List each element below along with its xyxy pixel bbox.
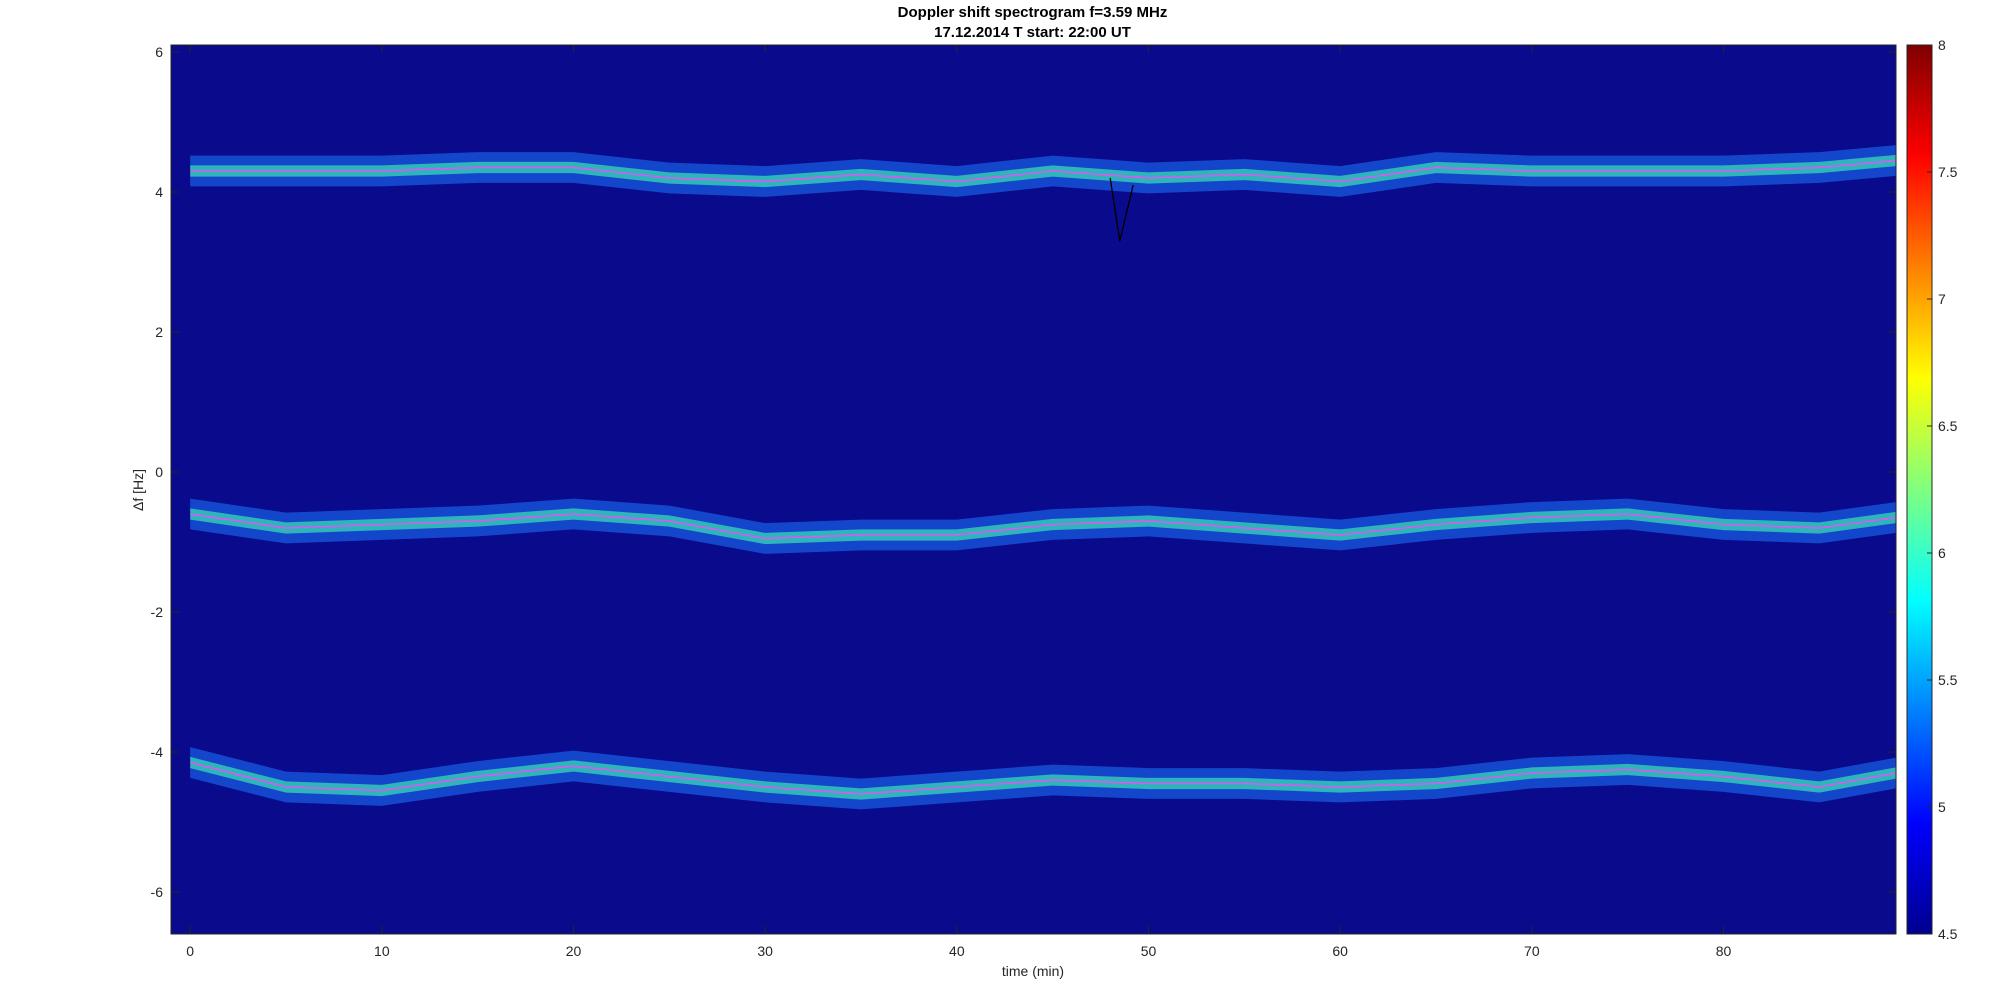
colorbar-tick-label: 6.5 [1938, 418, 1958, 434]
colorbar-tick-label: 4.5 [1938, 926, 1958, 942]
y-axis-label: Δf [Hz] [130, 469, 146, 511]
y-tick-label: 2 [155, 324, 163, 340]
y-tick-label: 6 [155, 44, 163, 60]
colorbar [1906, 44, 1933, 935]
x-tick-label: 50 [1141, 943, 1157, 959]
trace-line [190, 513, 1896, 540]
y-tick-label: 4 [155, 184, 163, 200]
x-tick-label: 60 [1332, 943, 1348, 959]
y-tick-label: -6 [151, 884, 164, 900]
chart-subtitle: 17.12.2014 T start: 22:00 UT [934, 24, 1131, 41]
trace-line [190, 159, 1896, 183]
x-tick-label: 70 [1524, 943, 1540, 959]
x-axis: 0 10 20 30 40 50 60 70 80 [186, 45, 1731, 959]
doppler-traces [190, 159, 1896, 795]
colorbar-ticks: 4.5 5 5.5 6 6.5 7 7.5 8 [1927, 37, 1958, 942]
colorbar-tick-label: 7.5 [1938, 164, 1958, 180]
colorbar-tick-label: 5 [1938, 799, 1946, 815]
plot-frame [170, 44, 1897, 935]
trace-line [1109, 177, 1134, 242]
x-tick-label: 20 [566, 943, 582, 959]
x-axis-label: time (min) [1002, 963, 1064, 979]
x-tick-label: 0 [186, 943, 194, 959]
y-tick-label: -4 [151, 744, 164, 760]
x-tick-label: 80 [1716, 943, 1732, 959]
colorbar-tick-label: 5.5 [1938, 672, 1958, 688]
x-tick-label: 30 [757, 943, 773, 959]
x-tick-label: 10 [374, 943, 390, 959]
x-tick-label: 40 [949, 943, 965, 959]
signal-band-core [190, 154, 1896, 188]
trace-line [190, 761, 1896, 795]
y-axis: -6 -4 -2 0 2 4 6 [151, 44, 1896, 900]
signal-band-core [190, 756, 1896, 800]
y-tick-label: 0 [155, 464, 163, 480]
colorbar-tick-label: 8 [1938, 37, 1946, 53]
colorbar-tick-label: 7 [1938, 291, 1946, 307]
colorbar-tick-label: 6 [1938, 545, 1946, 561]
y-tick-label: -2 [151, 604, 164, 620]
chart-title: Doppler shift spectrogram f=3.59 MHz [897, 4, 1168, 21]
